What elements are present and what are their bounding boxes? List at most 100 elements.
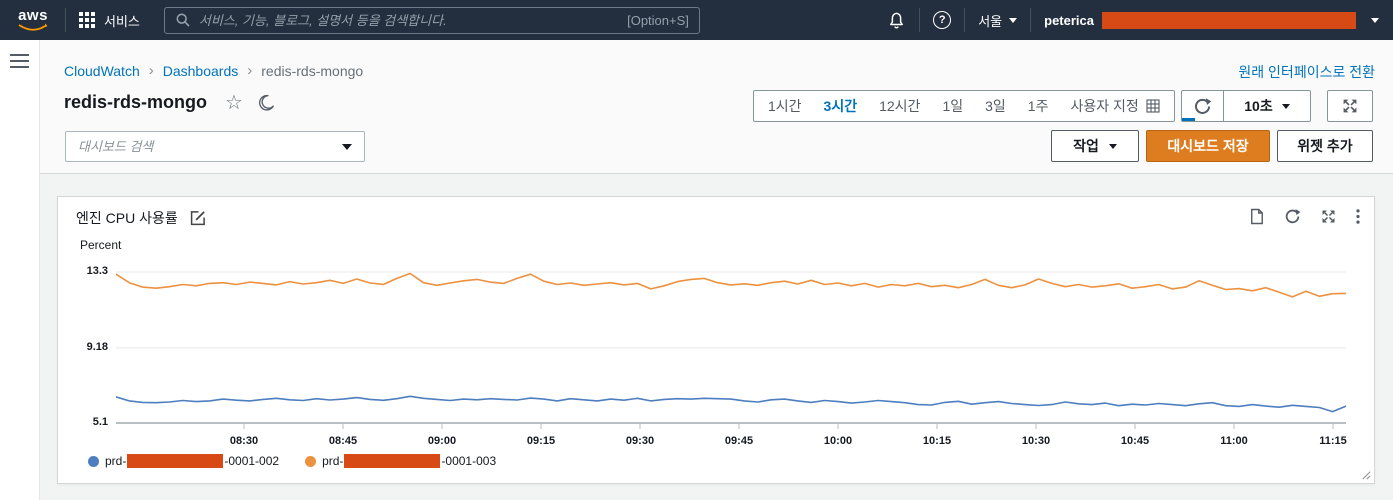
- bell-icon: [890, 12, 904, 28]
- time-range-group: 1시간 3시간 12시간 1일 3일 1주 사용자 지정: [753, 90, 1175, 122]
- services-menu-button[interactable]: 서비스: [79, 11, 140, 30]
- hamburger-menu-button[interactable]: [10, 54, 29, 68]
- x-axis-tick-label: 09:00: [427, 435, 457, 447]
- time-range-button[interactable]: 1시간: [757, 91, 813, 121]
- x-axis-tick-label: 11:15: [1319, 435, 1347, 447]
- aws-logo[interactable]: aws: [14, 6, 52, 32]
- region-selector[interactable]: 서울: [978, 11, 1018, 30]
- line-chart: [116, 271, 1346, 429]
- fullscreen-button[interactable]: [1327, 90, 1373, 122]
- widget-menu-button[interactable]: [1356, 208, 1360, 225]
- redaction-overlay: [1102, 11, 1356, 29]
- time-range-button[interactable]: 1일: [931, 91, 974, 121]
- add-widget-button[interactable]: 위젯 추가: [1277, 130, 1373, 162]
- breadcrumb-dashboards-link[interactable]: Dashboards: [162, 62, 239, 79]
- time-range-button[interactable]: 3시간: [813, 91, 869, 121]
- legend-item[interactable]: prd- -0001-003: [305, 454, 496, 468]
- region-label: 서울: [978, 13, 1003, 29]
- refresh-icon: [1194, 97, 1212, 114]
- account-menu[interactable]: peterica: [1044, 11, 1379, 29]
- account-username: peterica: [1044, 12, 1094, 28]
- legend-color-dot: [88, 455, 99, 467]
- help-button[interactable]: [933, 11, 952, 29]
- services-grid-icon: [79, 12, 95, 28]
- document-icon: [1251, 208, 1263, 225]
- chart-legend: prd- -0001-002 prd- -0001-003: [88, 454, 496, 468]
- legend-item[interactable]: prd- -0001-002: [88, 454, 279, 468]
- chevron-down-icon: [342, 143, 352, 150]
- refresh-interval-dropdown[interactable]: 10초: [1224, 91, 1310, 121]
- global-search-box[interactable]: [Option+S]: [163, 6, 700, 34]
- time-range-button[interactable]: 사용자 지정: [1059, 91, 1170, 121]
- x-axis-tick-label: 09:15: [526, 435, 556, 447]
- chevron-down-icon: [1009, 17, 1018, 23]
- dashboard-search-input[interactable]: [78, 139, 342, 154]
- time-range-button[interactable]: 12시간: [868, 91, 931, 121]
- dashboard-search-select[interactable]: [65, 131, 365, 162]
- redaction-overlay: [344, 454, 441, 468]
- time-range-label: 1주: [1027, 98, 1049, 114]
- add-widget-label: 위젯 추가: [1297, 138, 1353, 154]
- time-range-label: 3일: [985, 98, 1006, 114]
- x-axis-tick-label: 10:45: [1120, 435, 1150, 447]
- refresh-button[interactable]: [1182, 91, 1224, 121]
- fullscreen-icon: [1343, 99, 1357, 113]
- legend-color-dot: [305, 455, 317, 467]
- aws-logo-text: aws: [18, 6, 48, 24]
- save-dashboard-button[interactable]: 대시보드 저장: [1146, 130, 1270, 162]
- x-axis-tick-label: 10:15: [922, 435, 952, 447]
- save-dashboard-label: 대시보드 저장: [1167, 138, 1249, 154]
- x-axis-tick-label: 09:30: [625, 435, 655, 447]
- global-search-input[interactable]: [198, 12, 620, 28]
- time-range-button[interactable]: 3일: [974, 91, 1017, 121]
- services-label: 서비스: [104, 13, 140, 29]
- actions-button[interactable]: 작업: [1051, 130, 1139, 162]
- x-axis-tick-label: 10:30: [1021, 435, 1051, 447]
- kebab-menu-icon: [1356, 209, 1360, 224]
- legend-label-suffix: -0001-003: [441, 454, 497, 468]
- dashboard-canvas: 엔진 CPU 사용률: [40, 174, 1393, 500]
- favorite-star-icon[interactable]: ☆: [225, 91, 243, 114]
- divider: [65, 8, 66, 32]
- top-nav-bar: aws 서비스 [Option+S] 서울: [0, 0, 1393, 40]
- widget-resize-handle[interactable]: [1360, 469, 1371, 480]
- dark-mode-moon-icon[interactable]: [257, 93, 276, 112]
- switch-interface-link[interactable]: 원래 인터페이스로 전환: [1238, 64, 1375, 80]
- x-axis-tick-label: 10:00: [823, 435, 853, 447]
- breadcrumb: CloudWatch › Dashboards › redis-rds-mong…: [64, 62, 363, 79]
- widget-logs-button[interactable]: [1250, 208, 1264, 225]
- page-title: redis-rds-mongo: [64, 92, 208, 112]
- refresh-group: 10초: [1181, 90, 1311, 122]
- breadcrumb-cloudwatch-link[interactable]: CloudWatch: [64, 62, 140, 79]
- time-range-label: 3시간: [823, 98, 858, 114]
- time-range-label: 1일: [942, 98, 964, 114]
- search-shortcut-hint: [Option+S]: [627, 12, 689, 28]
- breadcrumb-current: redis-rds-mongo: [261, 62, 364, 79]
- x-axis-tick-label: 08:45: [328, 435, 358, 447]
- x-axis-tick-label: 09:45: [724, 435, 754, 447]
- legend-label-suffix: -0001-002: [224, 454, 280, 468]
- legend-label-prefix: prd-: [105, 454, 127, 468]
- chevron-down-icon: [1281, 103, 1290, 109]
- fullscreen-icon: [1322, 210, 1335, 223]
- x-axis-tick-label: 08:30: [229, 435, 259, 447]
- legend-label-prefix: prd-: [322, 454, 344, 468]
- y-axis-tick-label: 13.3: [86, 265, 108, 277]
- divider: [1030, 8, 1032, 32]
- refresh-icon: [1285, 209, 1301, 224]
- widget-expand-button[interactable]: [1321, 209, 1336, 224]
- time-range-label: 1시간: [768, 98, 802, 114]
- edit-title-icon[interactable]: [190, 210, 206, 226]
- notifications-button[interactable]: [887, 11, 906, 30]
- chevron-down-icon: [1371, 17, 1379, 23]
- divider: [964, 8, 966, 32]
- left-rail: [0, 40, 40, 500]
- calendar-grid-icon: [1146, 99, 1160, 113]
- refresh-interval-value: 10초: [1244, 98, 1273, 114]
- widget-refresh-button[interactable]: [1284, 208, 1301, 225]
- actions-button-label: 작업: [1073, 138, 1099, 154]
- y-axis-tick-label: 9.18: [86, 340, 108, 353]
- time-range-button[interactable]: 1주: [1017, 91, 1060, 121]
- search-icon: [176, 13, 190, 27]
- breadcrumb-separator: ›: [247, 62, 253, 79]
